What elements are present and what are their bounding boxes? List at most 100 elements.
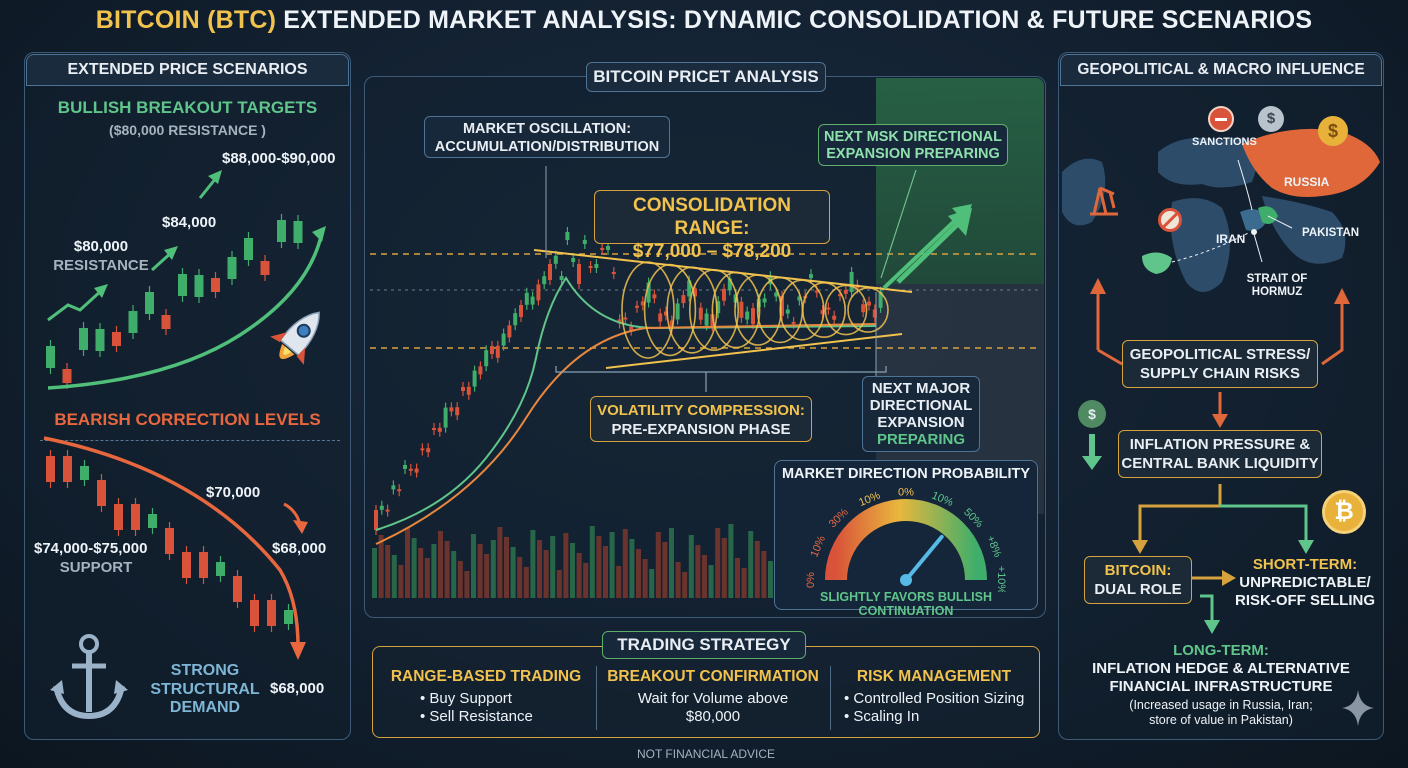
oscillation-loop xyxy=(688,269,739,352)
map-label-pakistan: PAKISTAN xyxy=(1302,227,1360,239)
volume-bar xyxy=(609,532,615,598)
price-candle xyxy=(391,485,396,490)
price-candle xyxy=(513,313,518,326)
volume-bar xyxy=(378,535,384,598)
price-candle xyxy=(530,296,535,305)
bull-candle xyxy=(95,329,105,351)
volume-bar xyxy=(576,553,582,598)
stress-box: GEOPOLITICAL STRESS/ SUPPLY CHAIN RISKS xyxy=(1122,340,1318,388)
volume-bar xyxy=(477,544,483,598)
bear-curve-arrowhead xyxy=(290,642,306,660)
next-major-line-2: DIRECTIONAL xyxy=(869,397,973,414)
price-candle xyxy=(449,407,454,412)
price-candle xyxy=(669,320,674,329)
range-value: $77,000 – $78,200 xyxy=(632,241,792,262)
volume-bar xyxy=(741,568,747,598)
volume-bar xyxy=(471,534,476,598)
price-candle xyxy=(606,246,610,250)
money-bag-icon: $ xyxy=(1070,390,1114,470)
vol-label: VOLATILITY COMPRESSION: PRE-EXPANSION PH… xyxy=(590,396,812,442)
price-candle xyxy=(861,304,866,313)
anchor-icon xyxy=(50,634,128,720)
dollar-coin-icon: $ xyxy=(1258,106,1284,132)
bear-level-1: $70,000 xyxy=(206,484,261,501)
rocket-icon xyxy=(270,311,320,365)
price-candle xyxy=(623,317,628,320)
range-title: CONSOLIDATION RANGE: xyxy=(633,195,791,239)
price-candle xyxy=(408,468,413,471)
volume-bar xyxy=(543,550,549,598)
price-candle xyxy=(374,510,378,530)
volume-bar xyxy=(715,528,721,598)
volume-bar xyxy=(596,536,602,598)
volume-bar xyxy=(438,531,443,598)
price-candle xyxy=(397,489,402,492)
bear-candle xyxy=(114,504,123,530)
volume-bar xyxy=(451,551,457,598)
volume-bar xyxy=(754,541,760,598)
breakout-arrow xyxy=(882,208,968,290)
bull-candle xyxy=(161,315,171,329)
gauge-hub xyxy=(900,574,912,586)
price-candle xyxy=(629,326,634,331)
price-candle xyxy=(745,311,750,320)
oscillation-loop xyxy=(779,279,825,341)
bear-curve xyxy=(43,436,300,647)
price-candle xyxy=(785,309,790,314)
bull-target-3: $80,000 xyxy=(73,238,129,255)
volume-bar xyxy=(431,544,437,598)
price-candle xyxy=(548,264,552,280)
vol-label-line-2: PRE-EXPANSION PHASE xyxy=(611,421,791,438)
gauge-arc xyxy=(825,499,987,581)
price-candle xyxy=(727,278,732,291)
strategy-col-2-item-2: $80,000 xyxy=(685,708,741,725)
next-top-line-2: EXPANSION PREPARING xyxy=(826,146,1000,162)
volume-bar xyxy=(504,537,509,598)
bear-candle xyxy=(148,514,157,528)
bull-candle xyxy=(260,261,270,275)
bear-candle xyxy=(182,552,191,578)
price-candle xyxy=(681,295,686,304)
price-candle xyxy=(751,308,755,325)
bear-candle xyxy=(165,528,174,554)
page-title: BITCOIN (BTC) EXTENDED MARKET ANALYSIS: … xyxy=(0,6,1408,35)
short-line-1: SHORT-TERM: xyxy=(1252,556,1358,573)
ma-fast xyxy=(375,276,877,531)
no-oil-icon xyxy=(1158,208,1182,232)
price-candle xyxy=(652,294,657,299)
volume-bar xyxy=(649,569,655,598)
bull-candle xyxy=(277,220,286,242)
ma-slow xyxy=(375,323,877,545)
price-candle xyxy=(420,448,425,451)
strategy-col-1-item-2: • Sell Resistance xyxy=(420,708,533,725)
bear-candle xyxy=(131,504,140,530)
map-label-strait-1: STRAIT OF xyxy=(1246,273,1308,285)
gauge-tick-label: 0% xyxy=(898,487,914,499)
next-major-label: NEXT MAJOR DIRECTIONAL EXPANSION PREPARI… xyxy=(862,376,980,452)
flow-arrows xyxy=(1090,278,1350,634)
bull-candle xyxy=(211,278,220,292)
volume-bar xyxy=(523,567,529,598)
oscillation-loop xyxy=(643,263,697,357)
future-zone-green xyxy=(876,78,1044,284)
strategy-divider-1 xyxy=(596,666,597,730)
strategy-col-3-title: RISK MANAGEMENT xyxy=(856,668,1012,685)
short-term: SHORT-TERM: UNPREDICTABLE/ RISK-OFF SELL… xyxy=(1232,556,1378,610)
range-label: CONSOLIDATION RANGE: $77,000 – $78,200 xyxy=(594,190,830,262)
bull-title: BULLISH BREAKOUT TARGETS xyxy=(57,98,318,117)
volume-bar xyxy=(662,542,668,598)
volume-bar xyxy=(464,571,470,598)
volume-bar xyxy=(484,554,490,598)
strategy-col-3-item-1: • Controlled Position Sizing xyxy=(844,690,1025,707)
gauge-footer: SLIGHTLY FAVORS BULLISH CONTINUATION xyxy=(819,590,992,618)
dual-line-2: DUAL ROLE xyxy=(1094,581,1182,598)
left-panel-header: EXTENDED PRICE SCENARIOS xyxy=(26,54,349,86)
price-candle xyxy=(675,303,680,320)
price-candle xyxy=(432,428,436,430)
bull-arrow-small-3 xyxy=(198,177,218,199)
bull-candle xyxy=(46,346,55,368)
price-candle xyxy=(472,370,477,387)
volume-bar xyxy=(642,559,648,598)
bull-candle xyxy=(194,275,204,297)
bull-target-1: $88,000-$90,000 xyxy=(222,150,336,167)
